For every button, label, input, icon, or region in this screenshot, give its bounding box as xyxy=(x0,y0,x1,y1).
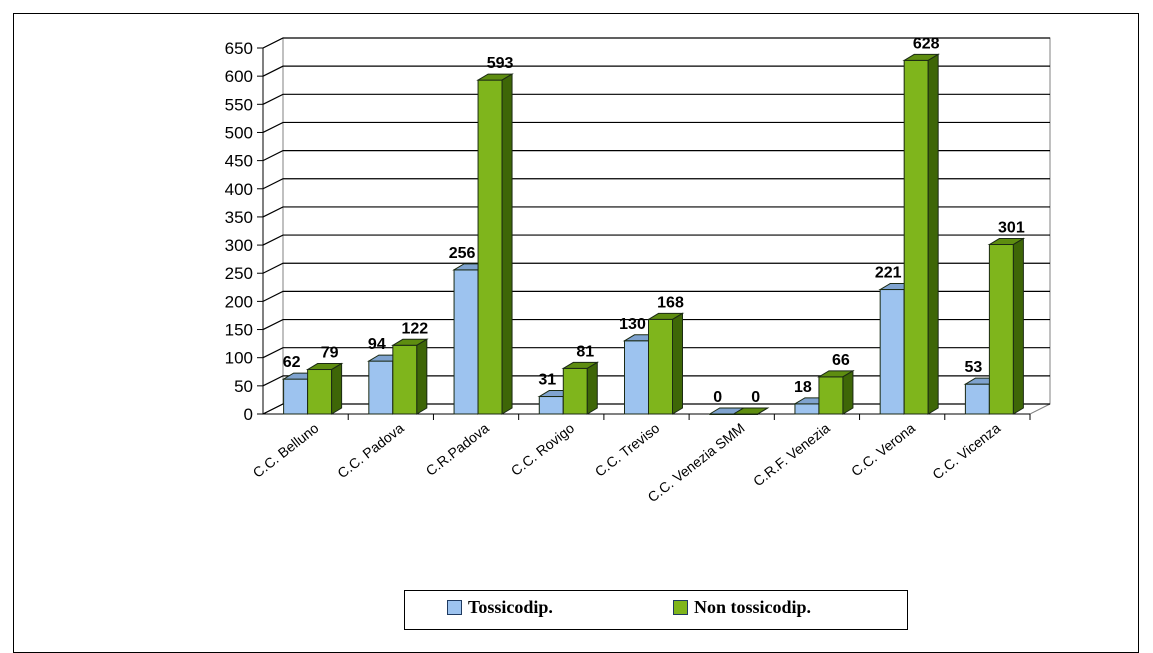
data-label-tossicodip-c-c-verona: 221 xyxy=(875,265,902,282)
gridline xyxy=(262,347,1050,359)
gridline xyxy=(262,150,1050,162)
bar-side xyxy=(842,369,854,415)
legend-item-non-tossicodip: Non tossicodip. xyxy=(673,597,811,618)
y-tick-label: 500 xyxy=(225,123,253,142)
bar-non-tossicodip-c-c-rovigo xyxy=(561,361,600,415)
bar-non-tossicodip-c-c-belluno xyxy=(305,362,344,415)
y-tick-label: 200 xyxy=(225,292,253,311)
gridline xyxy=(262,37,1050,49)
category-label-c-c-belluno: C.C. Belluno xyxy=(250,420,322,481)
bar-side xyxy=(927,53,939,415)
bar-front xyxy=(562,367,588,415)
bar-side xyxy=(586,361,598,415)
bar-front xyxy=(453,269,479,415)
legend-swatch-non-tossicodip xyxy=(673,600,688,615)
bar-front xyxy=(988,244,1014,415)
category-label-c-c-treviso: C.C. Treviso xyxy=(592,420,663,480)
y-tick-label: 650 xyxy=(225,39,253,58)
data-label-non-tossicodip-c-r-f-venezia: 66 xyxy=(832,352,850,369)
gridline xyxy=(262,234,1050,246)
bar-front xyxy=(538,396,564,415)
category-label-c-c-rovigo: C.C. Rovigo xyxy=(508,420,577,479)
category-label-c-r-padova: C.R.Padova xyxy=(423,420,493,479)
data-labels: 62 79 94 122 256 593 31 81 130 168 0 0 18 66 221 628 53 3… xyxy=(283,35,1025,406)
bar-non-tossicodip-c-r-padova xyxy=(476,73,514,415)
y-tick-label: 0 xyxy=(244,405,253,424)
bar-front xyxy=(964,383,990,415)
y-tick-label: 150 xyxy=(225,321,253,340)
bar-front xyxy=(903,59,929,415)
bar-front xyxy=(283,378,309,415)
bar-front xyxy=(624,340,649,415)
gridline xyxy=(262,206,1050,218)
data-label-tossicodip-c-c-rovigo: 31 xyxy=(538,372,556,389)
side-wall xyxy=(262,37,284,415)
category-label-c-c-verona: C.C. Verona xyxy=(848,420,918,480)
data-label-tossicodip-c-r-f-venezia: 18 xyxy=(794,379,812,396)
category-label-c-r-f-venezia: C.R.F. Venezia xyxy=(750,420,833,490)
data-label-tossicodip-c-r-padova: 256 xyxy=(449,245,476,262)
bar-front xyxy=(368,360,394,415)
gridline xyxy=(262,93,1050,105)
data-label-non-tossicodip-c-c-venezia-smm: 0 xyxy=(751,389,760,406)
data-label-tossicodip-c-c-treviso: 130 xyxy=(619,316,646,333)
y-tick-label: 400 xyxy=(225,180,253,199)
bar-side xyxy=(757,407,768,415)
bar-non-tossicodip-c-c-treviso xyxy=(646,312,685,415)
legend-swatch-tossicodip xyxy=(447,600,462,615)
bar-front xyxy=(392,344,418,415)
data-label-non-tossicodip-c-c-verona: 628 xyxy=(913,35,940,52)
gridline xyxy=(262,121,1050,133)
data-label-non-tossicodip-c-c-treviso: 168 xyxy=(657,294,684,311)
bar-side xyxy=(1012,237,1024,415)
bar-non-tossicodip-c-c-padova xyxy=(391,338,429,415)
y-tick-label: 450 xyxy=(225,152,253,171)
bar-side xyxy=(501,73,513,415)
data-label-tossicodip-c-c-venezia-smm: 0 xyxy=(713,389,722,406)
bar-front xyxy=(794,403,820,415)
data-label-non-tossicodip-c-c-rovigo: 81 xyxy=(576,343,594,360)
gridline xyxy=(262,262,1050,274)
data-label-non-tossicodip-c-c-belluno: 79 xyxy=(321,345,339,362)
gridline xyxy=(262,375,1050,387)
category-label-c-c-padova: C.C. Padova xyxy=(334,420,407,482)
y-tick-label: 350 xyxy=(225,208,253,227)
bars xyxy=(281,53,1026,415)
bar-front xyxy=(648,318,673,415)
y-tick-label: 100 xyxy=(225,349,253,368)
y-tick-label: 600 xyxy=(225,67,253,86)
bar-side xyxy=(331,362,343,415)
gridline xyxy=(262,178,1050,190)
bar-non-tossicodip-c-r-f-venezia xyxy=(817,369,855,415)
legend-label-non-tossicodip: Non tossicodip. xyxy=(694,597,812,617)
data-label-non-tossicodip-c-r-padova: 593 xyxy=(487,55,514,72)
data-label-non-tossicodip-c-c-vicenza: 301 xyxy=(998,220,1025,237)
bar-non-tossicodip-c-c-verona xyxy=(902,53,940,415)
legend-label-tossicodip: Tossicodip. xyxy=(468,597,553,617)
bar-front xyxy=(818,376,844,415)
y-tick-label: 300 xyxy=(225,236,253,255)
bar-front xyxy=(477,79,503,415)
bar-chart: 050100150200250300350400450500550600650 … xyxy=(225,35,1051,505)
legend-item-tossicodip: Tossicodip. xyxy=(447,597,553,618)
y-tick-label: 550 xyxy=(225,95,253,114)
y-tick-label: 250 xyxy=(225,264,253,283)
category-labels: C.C. Belluno C.C. Padova C.R.Padova C.C. Ro… xyxy=(250,414,1031,505)
legend: Tossicodip. Non tossicodip. xyxy=(404,590,908,630)
category-label-c-c-vicenza: C.C. Vicenza xyxy=(929,420,1003,483)
y-tick-label: 50 xyxy=(234,377,253,396)
bar-side xyxy=(672,312,683,415)
gridline xyxy=(262,318,1050,331)
data-label-tossicodip-c-c-padova: 94 xyxy=(368,336,386,353)
data-label-non-tossicodip-c-c-padova: 122 xyxy=(401,320,428,337)
bar-front xyxy=(307,369,333,415)
bar-non-tossicodip-c-c-vicenza xyxy=(987,237,1026,415)
bar-front xyxy=(879,289,905,415)
data-label-tossicodip-c-c-vicenza: 53 xyxy=(964,359,982,376)
bar-non-tossicodip-c-c-venezia-smm xyxy=(731,407,770,415)
gridline xyxy=(262,290,1050,302)
gridline xyxy=(262,65,1050,77)
data-label-tossicodip-c-c-belluno: 62 xyxy=(283,354,301,371)
bar-side xyxy=(416,338,428,415)
